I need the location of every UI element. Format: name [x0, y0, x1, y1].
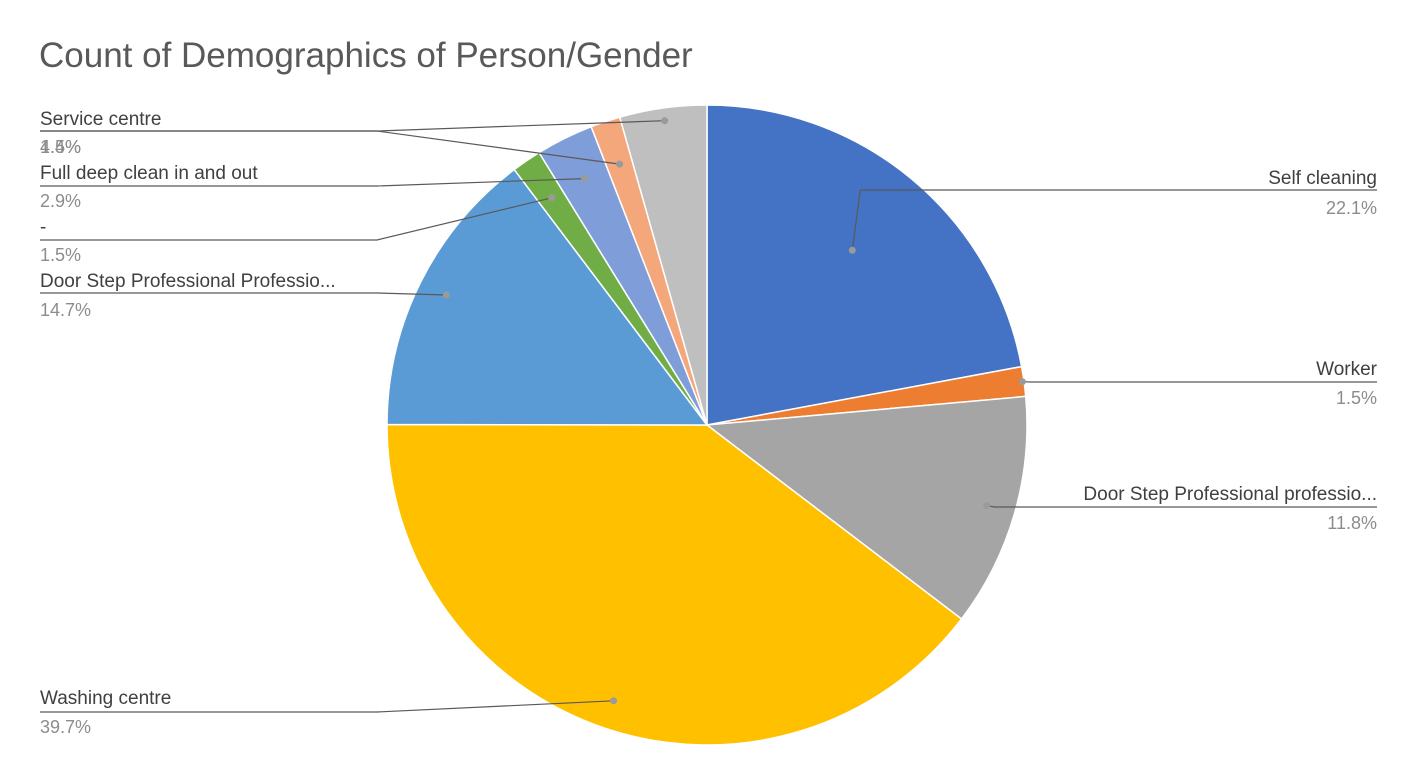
slice-label: -	[40, 217, 46, 238]
pie-slice	[386, 168, 709, 426]
slice-value-label: 1.5%	[40, 137, 81, 157]
slice-value-label: 1.5%	[40, 245, 81, 265]
leader-dot	[983, 502, 991, 510]
slice-label: Worker	[1316, 359, 1378, 380]
slice-label: Door Step Professional professio...	[1083, 484, 1377, 505]
leader-line	[851, 189, 1377, 251]
pie-slice	[386, 423, 963, 746]
leader-dot	[610, 697, 618, 705]
slice-value-label: 4.4%	[40, 137, 81, 157]
data-labels: Self cleaning 22.1% Worker 1.5% Door Step Pr…	[40, 109, 1378, 737]
leader-dot	[661, 117, 669, 125]
pie-slices	[386, 104, 1028, 746]
slice-label: Self cleaning	[1268, 168, 1377, 189]
leader-line	[40, 292, 447, 296]
leader-dot	[616, 160, 624, 168]
slice-value-label: 11.8%	[1327, 513, 1377, 533]
pie-slice	[705, 395, 1028, 621]
leader-line	[986, 505, 1377, 508]
chart-title: Count of Demographics of Person/Gender	[39, 36, 693, 75]
leader-dot	[442, 291, 450, 299]
slice-value-label: 2.9%	[40, 191, 81, 211]
leader-line	[40, 120, 665, 132]
slice-label: Washing centre	[40, 688, 171, 709]
leader-line	[40, 700, 614, 713]
leader-line	[40, 197, 552, 241]
pie-slice	[706, 104, 1023, 426]
slice-value-label: 22.1%	[1326, 198, 1377, 218]
slice-label: Full deep clean in and out	[40, 163, 258, 184]
leader-dot	[581, 175, 588, 183]
slice-value-label: 1.5%	[1336, 388, 1377, 408]
slice-label: Service centre	[40, 109, 161, 130]
leader-dot	[548, 194, 556, 202]
slice-value-label: 14.7%	[40, 300, 91, 320]
leader-dot	[848, 246, 856, 254]
slice-value-label: 39.7%	[40, 717, 91, 737]
leader-line	[40, 178, 585, 187]
leader-lines	[40, 117, 1377, 713]
slice-label: Door Step Professional Professio...	[40, 271, 336, 292]
pie-slice	[618, 104, 708, 426]
leader-dot	[1018, 378, 1026, 386]
